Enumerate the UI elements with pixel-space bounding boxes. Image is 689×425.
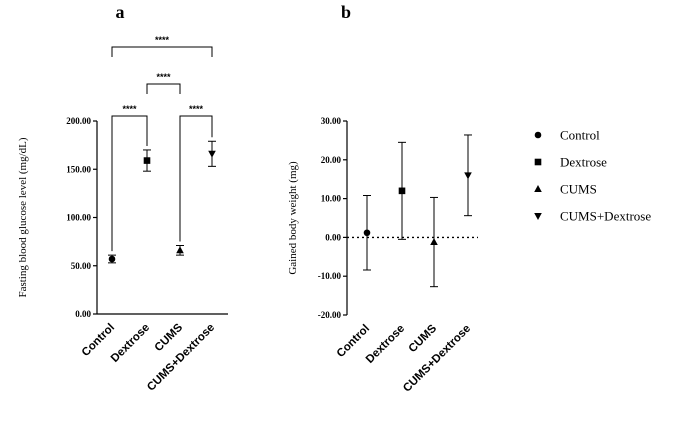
significance-bracket (179, 115, 213, 242)
y-axis-title: Fasting blood glucose level (mg/dL) (17, 137, 29, 297)
y-axis-title: Gained body weight (mg) (287, 161, 299, 275)
x-category-label: CUMS (407, 322, 440, 355)
x-category-label: Dextrose (109, 322, 152, 365)
significance-label: **** (122, 104, 137, 114)
significance-label: **** (155, 35, 170, 45)
legend-marker-triangle-down (534, 213, 542, 220)
y-tick-label: 20.00 (321, 155, 342, 165)
y-tick-label: 100.00 (66, 213, 91, 223)
y-tick-label: 10.00 (321, 194, 342, 204)
panel-letter: b (341, 2, 351, 22)
y-tick-label: 0.00 (325, 232, 341, 242)
significance-bracket (111, 46, 213, 57)
legend-label: Dextrose (560, 155, 607, 170)
legend: Control Dextrose CUMS CUMS+Dextrose (534, 128, 651, 224)
legend-label: Control (560, 128, 600, 143)
legend-marker-circle (534, 131, 542, 139)
y-tick-label: 150.00 (66, 164, 91, 174)
y-tick-label: 200.00 (66, 116, 91, 126)
panel-letter: a (116, 2, 125, 22)
y-tick-label: 30.00 (321, 116, 342, 126)
significance-bracket (111, 115, 148, 252)
data-point-triangle-up (176, 246, 184, 254)
y-tick-label: 0.00 (75, 309, 91, 319)
panel-b-chart: b -20.00 -10.00 0.00 10.00 20.00 30.00 Gained b… (287, 2, 478, 395)
legend-marker-triangle-up (534, 185, 542, 192)
data-point-circle (363, 229, 371, 237)
legend-marker-square (534, 158, 542, 166)
data-point-triangle-up (430, 238, 438, 246)
data-point-triangle-down (464, 172, 472, 180)
legend-label: CUMS (560, 182, 597, 197)
data-point-triangle-down (208, 150, 216, 158)
significance-label: **** (156, 72, 171, 82)
data-point-square (398, 187, 406, 195)
y-tick-label: -20.00 (318, 310, 342, 320)
y-tick-label: -10.00 (318, 271, 342, 281)
legend-label: CUMS+Dextrose (560, 209, 651, 224)
data-point-square (143, 157, 151, 164)
y-tick-label: 50.00 (71, 261, 92, 271)
significance-bracket (146, 83, 181, 94)
data-point-circle (108, 255, 116, 263)
x-category-label: CUMS+Dextrose (401, 323, 473, 395)
panel-a-chart: a 0.00 50.00 100.00 150.00 200.00 Fasting bloo… (17, 2, 228, 394)
x-category-label: Dextrose (364, 323, 407, 366)
significance-label: **** (189, 104, 204, 114)
